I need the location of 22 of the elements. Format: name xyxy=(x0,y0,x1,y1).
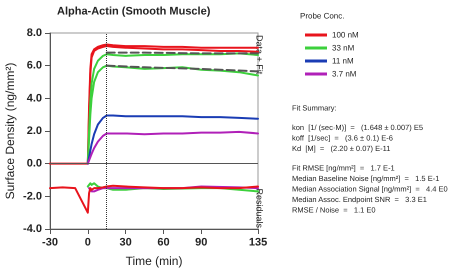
y-tick-label: -2.0 xyxy=(23,190,42,202)
y-tick-label: 8.0 xyxy=(26,27,42,39)
x-tick-label: 60 xyxy=(157,236,170,248)
y-tick-label: 0.0 xyxy=(26,158,42,170)
y-axis-title: Surface Density (ng/mm²) xyxy=(3,62,17,200)
x-tick-label: 0 xyxy=(84,236,91,248)
legend-label: 11 nM xyxy=(332,56,354,66)
x-tick-label: 30 xyxy=(120,236,132,248)
legend-label: 33 nM xyxy=(332,44,355,52)
y-tick-label: -4.0 xyxy=(23,223,42,235)
y-tick-label: 2.0 xyxy=(26,125,42,137)
annotation: Residuals xyxy=(254,188,264,228)
chart-title: Alpha-Actin (Smooth Muscle) xyxy=(57,6,211,18)
legend-label: 3.7 nM xyxy=(332,70,357,78)
legend-title: Probe Conc. xyxy=(300,12,344,20)
x-tick-label: 135 xyxy=(248,236,268,248)
x-tick-label: 90 xyxy=(195,236,208,248)
legend-label: 100 nM xyxy=(332,30,360,40)
y-tick-label: 6.0 xyxy=(26,60,42,72)
y-tick-label: 4.0 xyxy=(26,92,42,104)
x-tick-label: -30 xyxy=(42,236,58,248)
x-axis-title: Time (min) xyxy=(126,254,182,268)
